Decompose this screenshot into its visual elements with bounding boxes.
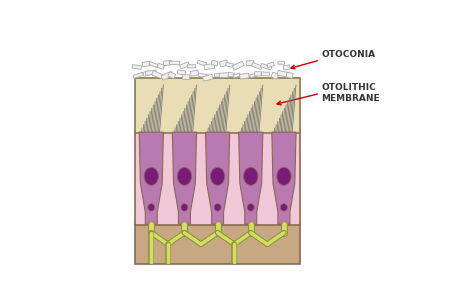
FancyBboxPatch shape <box>142 61 151 67</box>
FancyBboxPatch shape <box>250 73 257 78</box>
Ellipse shape <box>181 204 188 211</box>
FancyBboxPatch shape <box>271 72 279 79</box>
FancyBboxPatch shape <box>267 62 274 68</box>
Ellipse shape <box>177 167 191 185</box>
FancyBboxPatch shape <box>283 65 290 70</box>
FancyBboxPatch shape <box>161 71 173 80</box>
Polygon shape <box>206 132 230 224</box>
FancyBboxPatch shape <box>228 72 234 77</box>
FancyBboxPatch shape <box>214 74 221 77</box>
FancyBboxPatch shape <box>239 73 249 79</box>
FancyBboxPatch shape <box>255 72 261 76</box>
FancyBboxPatch shape <box>202 74 213 81</box>
FancyBboxPatch shape <box>157 63 164 69</box>
FancyBboxPatch shape <box>133 72 144 78</box>
FancyBboxPatch shape <box>163 61 171 65</box>
Ellipse shape <box>210 167 225 185</box>
FancyBboxPatch shape <box>197 60 207 66</box>
FancyBboxPatch shape <box>149 62 158 67</box>
FancyBboxPatch shape <box>219 73 230 78</box>
Polygon shape <box>139 132 164 224</box>
FancyBboxPatch shape <box>278 61 284 64</box>
Text: OTOCONIA: OTOCONIA <box>321 50 375 59</box>
FancyBboxPatch shape <box>261 64 272 70</box>
Ellipse shape <box>244 167 258 185</box>
FancyBboxPatch shape <box>204 64 215 70</box>
FancyBboxPatch shape <box>146 70 156 75</box>
Polygon shape <box>173 132 197 224</box>
Text: MEMBRANE: MEMBRANE <box>321 94 380 103</box>
FancyBboxPatch shape <box>152 71 163 79</box>
FancyBboxPatch shape <box>169 61 180 65</box>
Text: OTOLITHIC: OTOLITHIC <box>321 83 376 92</box>
FancyBboxPatch shape <box>143 71 150 76</box>
FancyBboxPatch shape <box>226 62 237 68</box>
FancyBboxPatch shape <box>198 73 209 78</box>
FancyBboxPatch shape <box>191 70 199 76</box>
FancyBboxPatch shape <box>182 75 190 80</box>
FancyBboxPatch shape <box>277 71 290 77</box>
FancyBboxPatch shape <box>261 72 270 76</box>
FancyBboxPatch shape <box>286 72 293 78</box>
Ellipse shape <box>214 204 221 211</box>
FancyBboxPatch shape <box>246 61 254 65</box>
Ellipse shape <box>144 167 158 185</box>
FancyBboxPatch shape <box>132 65 142 69</box>
FancyBboxPatch shape <box>219 60 228 67</box>
Polygon shape <box>239 132 263 224</box>
Ellipse shape <box>148 204 155 211</box>
FancyBboxPatch shape <box>180 62 190 69</box>
FancyBboxPatch shape <box>177 70 186 75</box>
Polygon shape <box>272 132 296 224</box>
Bar <box>135 224 301 264</box>
Ellipse shape <box>247 204 254 211</box>
FancyBboxPatch shape <box>232 61 244 70</box>
FancyBboxPatch shape <box>252 63 262 69</box>
FancyBboxPatch shape <box>168 72 175 79</box>
FancyBboxPatch shape <box>187 65 196 68</box>
Bar <box>135 78 301 132</box>
Ellipse shape <box>277 167 291 185</box>
FancyBboxPatch shape <box>233 73 241 78</box>
Ellipse shape <box>281 204 287 211</box>
FancyBboxPatch shape <box>211 60 218 66</box>
Bar <box>135 130 301 225</box>
